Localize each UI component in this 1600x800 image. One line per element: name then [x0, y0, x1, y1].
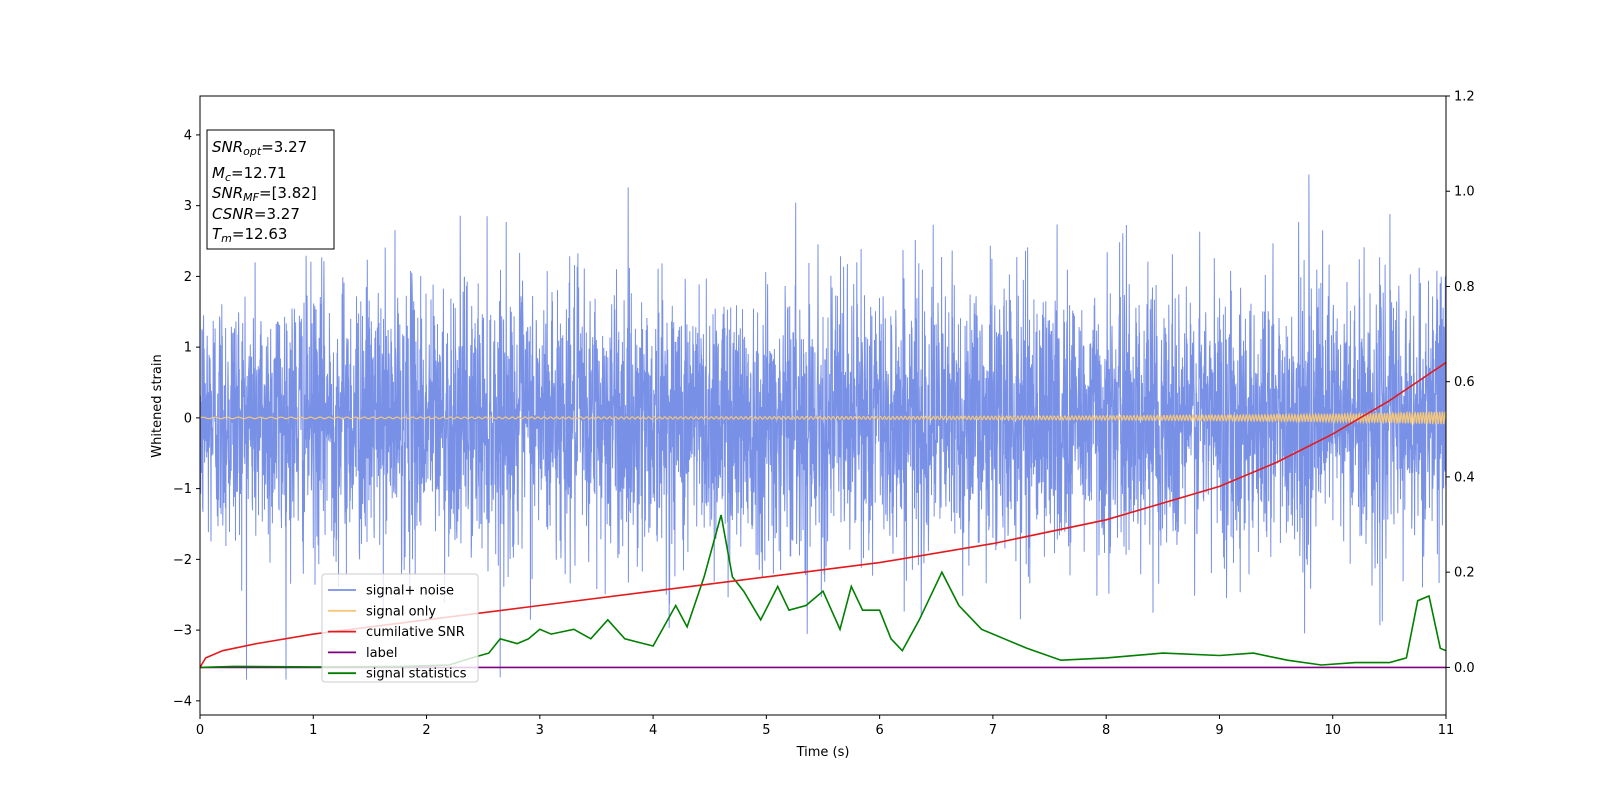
x-tick-label: 4 — [649, 723, 657, 738]
annotation-line: Mc=12.71 — [212, 164, 287, 184]
y-tick-label: 2 — [184, 270, 192, 285]
y-tick-label: 0 — [184, 411, 192, 426]
legend-entry: cumilative SNR — [328, 625, 465, 640]
x-tick-label: 1 — [309, 723, 317, 738]
x-axis-label: Time (s) — [796, 745, 850, 760]
x-tick-label: 11 — [1438, 723, 1455, 738]
y-tick-label: −1 — [173, 482, 192, 497]
legend-label: signal statistics — [366, 667, 467, 682]
x-tick-label: 6 — [875, 723, 883, 738]
y2-tick-label: 1.2 — [1454, 90, 1475, 105]
legend-label: signal+ noise — [366, 584, 454, 599]
x-tick-label: 5 — [762, 723, 770, 738]
y2-tick-label: 0.2 — [1454, 566, 1475, 581]
legend: signal+ noise signal only cumilative SNR la… — [321, 573, 479, 683]
y-tick-label: −3 — [173, 624, 192, 639]
x-tick-label: 7 — [989, 723, 997, 738]
plot-frame — [199, 95, 1447, 716]
y-tick-label: −4 — [173, 694, 192, 709]
x-tick-label: 8 — [1102, 723, 1110, 738]
y2-tick-label: 1.0 — [1454, 185, 1475, 200]
y-tick-label: 1 — [184, 341, 192, 356]
x-tick-label: 10 — [1324, 723, 1341, 738]
y2-tick-label: 0.0 — [1454, 661, 1475, 676]
legend-entry: signal only — [328, 604, 436, 619]
legend-entry: signal+ noise — [328, 584, 454, 599]
series-signal-statistics-line — [199, 514, 1447, 669]
annotation-line: Tm=12.63 — [212, 225, 287, 245]
annotation-line: SNRMF=[3.82] — [212, 184, 317, 204]
annotation-line: CSNR=3.27 — [212, 205, 300, 223]
annotation-lines: SNRopt=3.27 Mc=12.71SNRMF=[3.82]CSNR=3.27… — [212, 138, 317, 245]
annotation-frame — [206, 129, 335, 250]
x-tick-label: 9 — [1215, 723, 1223, 738]
y2-tick-label: 0.8 — [1454, 280, 1475, 295]
y-axis-label: Whitened strain — [150, 354, 165, 457]
series-signal-only-line — [199, 410, 1447, 426]
x-tick-label: 3 — [536, 723, 544, 738]
x-tick-label: 2 — [422, 723, 430, 738]
legend-label: label — [366, 646, 397, 661]
y-tick-label: −2 — [173, 553, 192, 568]
axes: 0 1 2 3 4 5 6 7 8 9 10 1143210−1−2−3−41.21.00.80.60… — [173, 90, 1475, 739]
legend-entries: signal+ noise signal only cumilative SNR la… — [328, 584, 467, 682]
legend-label: signal only — [366, 604, 436, 619]
y2-tick-label: 0.4 — [1454, 470, 1475, 485]
x-tick-label: 0 — [196, 723, 204, 738]
legend-label: cumilative SNR — [366, 625, 465, 640]
series-cumulative-snr-line — [199, 361, 1447, 668]
annotation-line: SNRopt=3.27 — [212, 138, 307, 158]
y-tick-label: 4 — [184, 128, 192, 143]
annotation-box: SNRopt=3.27 Mc=12.71SNRMF=[3.82]CSNR=3.27… — [206, 129, 335, 250]
legend-frame — [321, 573, 479, 683]
y-tick-label: 3 — [184, 199, 192, 214]
legend-entry: signal statistics — [328, 667, 467, 682]
y2-tick-label: 0.6 — [1454, 375, 1475, 390]
legend-entry: label — [328, 646, 397, 661]
